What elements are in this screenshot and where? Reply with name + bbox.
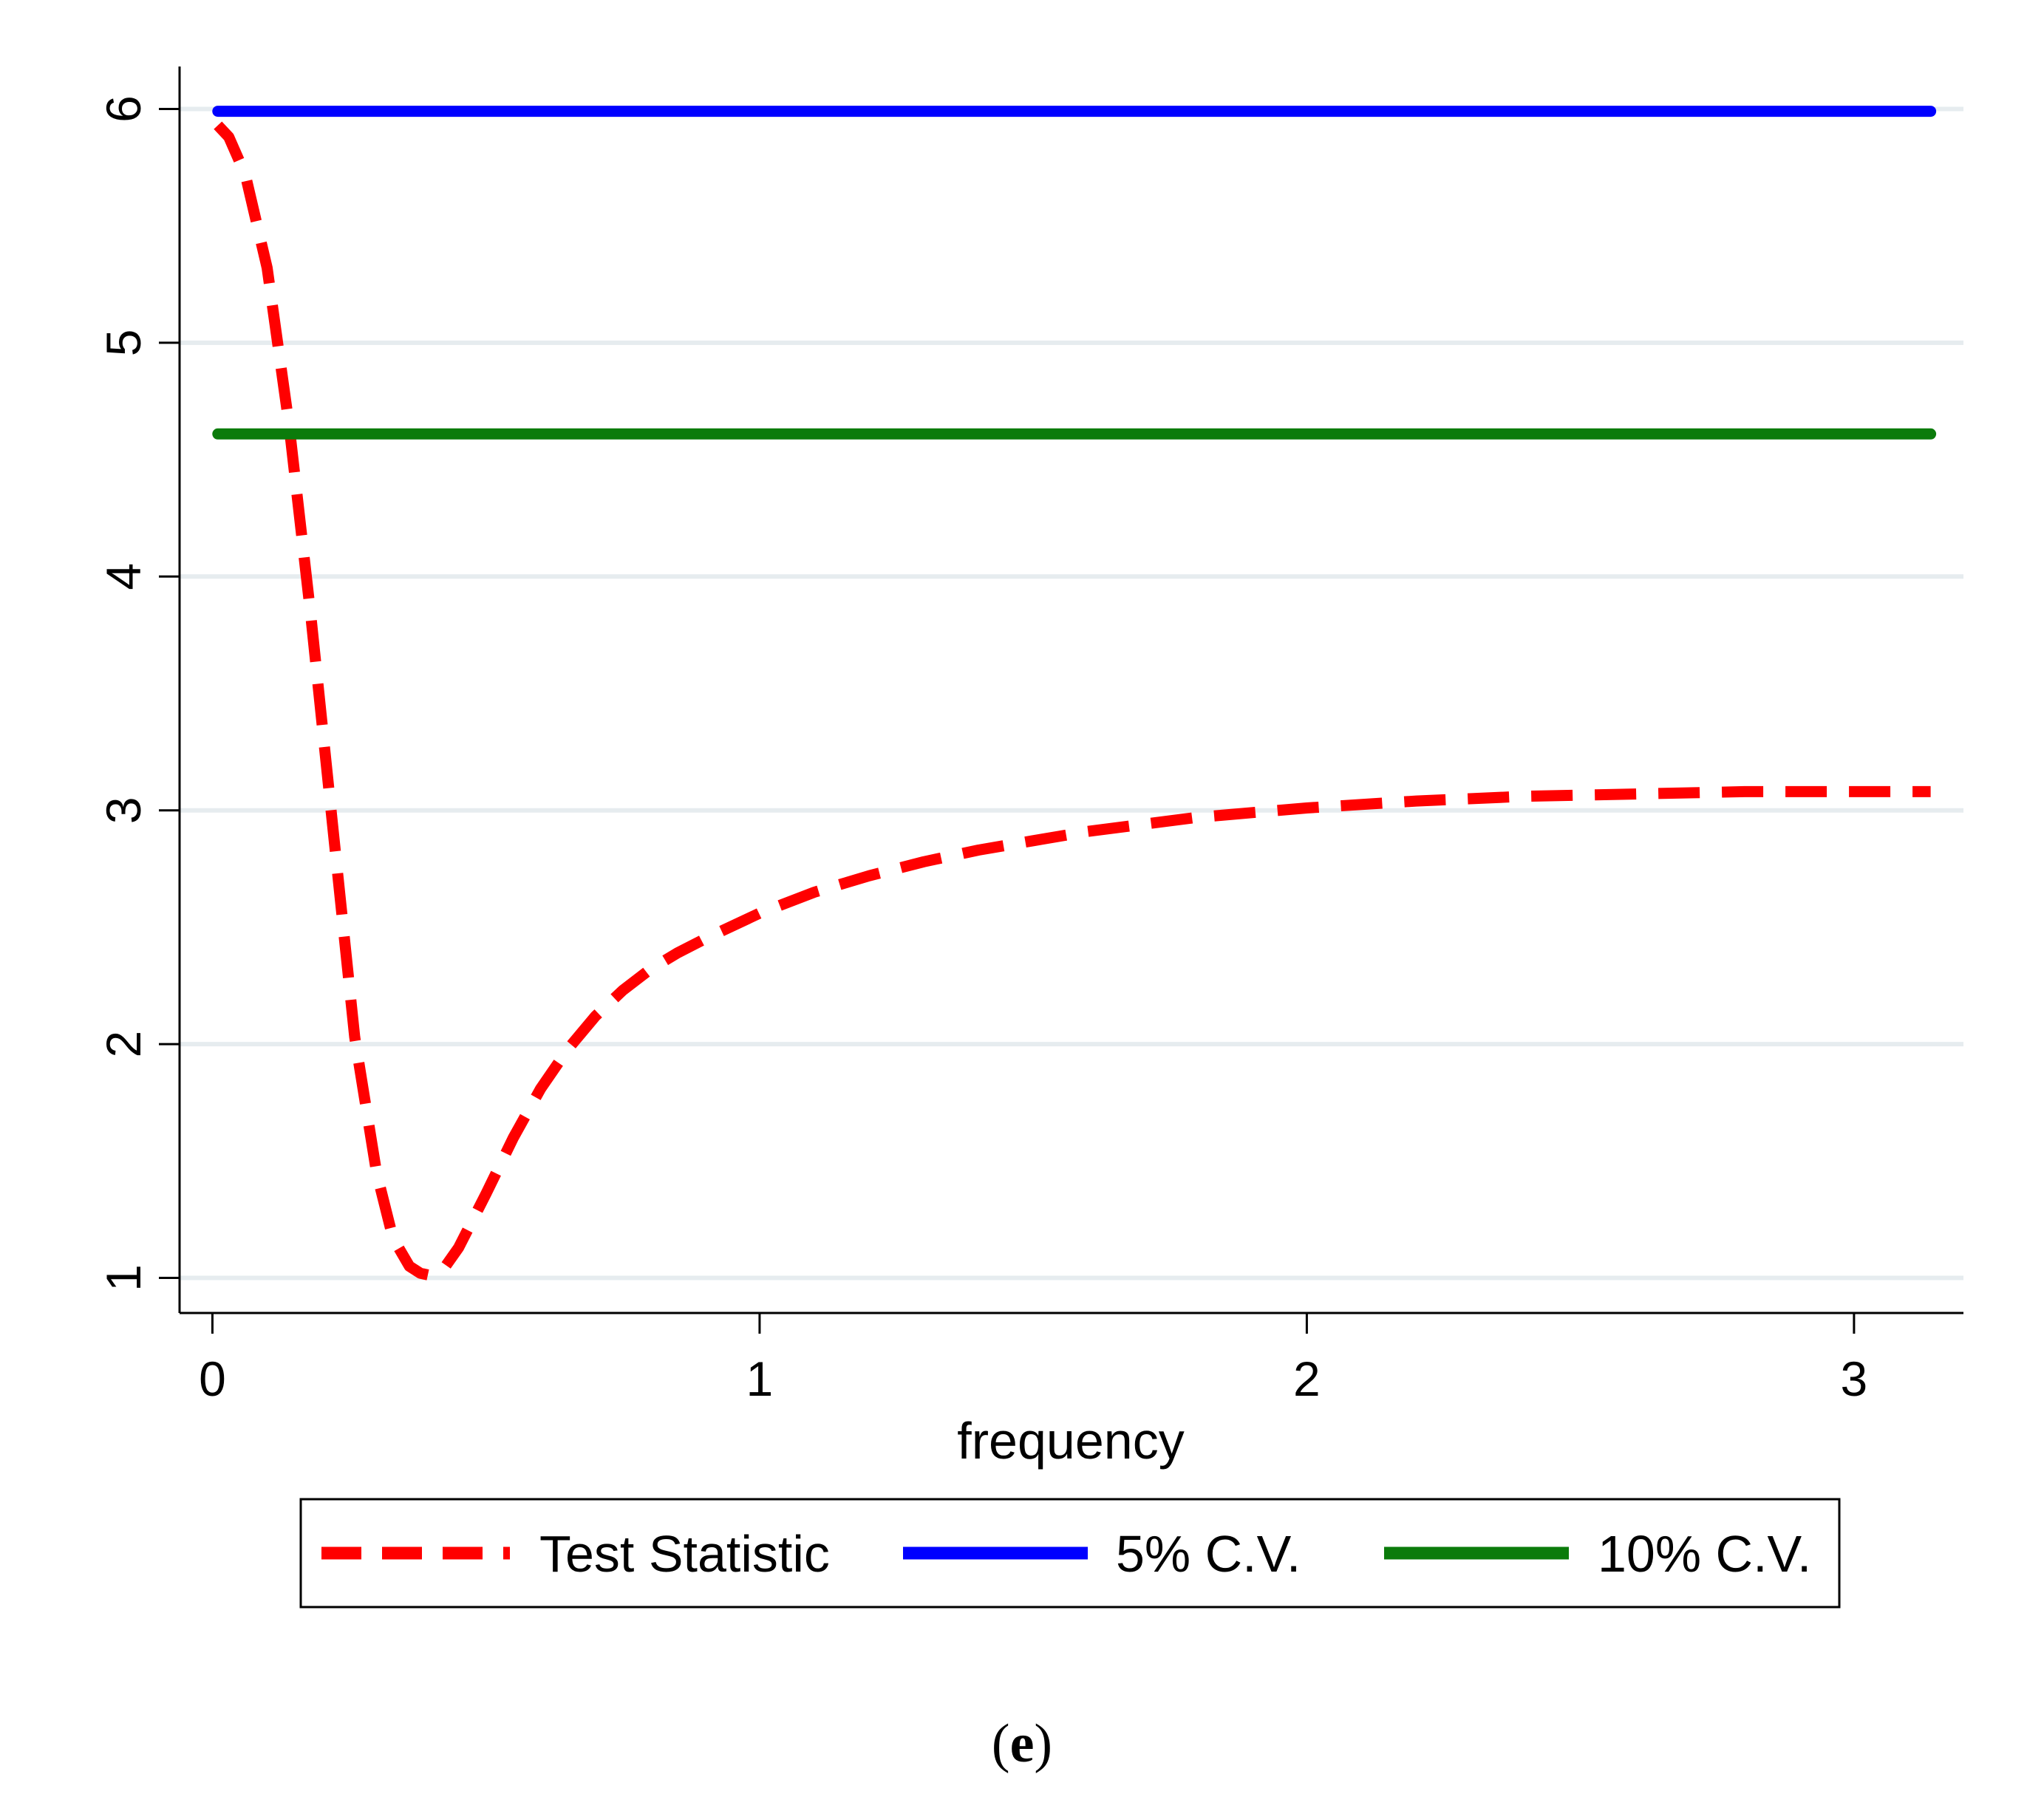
grid-lines [180,106,1963,1280]
legend-label-test-statistic: Test Statistic [539,1525,830,1583]
x-tick-label-2: 2 [1293,1351,1321,1406]
legend-label-5pct-c-v: 5% C.V. [1116,1525,1301,1583]
y-tick-label-1: 1 [96,1264,151,1292]
x-tick-label-3: 3 [1841,1351,1868,1406]
x-axis-title: frequency [957,1412,1184,1470]
caption-close-paren: ) [1034,1713,1053,1774]
legend: Test Statistic 5% C.V. 10% C.V. [299,1498,1841,1609]
x-tick-label-1: 1 [746,1351,774,1406]
figure-caption: (e) [0,1713,2044,1776]
caption-open-paren: ( [991,1713,1010,1774]
y-tick-label-4: 4 [96,563,151,590]
axes: 1 2 3 4 5 6 0 1 2 3 [96,66,1963,1406]
series-lines [212,106,1937,1281]
y-tick-label-5: 5 [96,330,151,357]
legend-label-10pct-c-v: 10% C.V. [1598,1525,1811,1583]
x-tick-label-0: 0 [199,1351,226,1406]
y-tick-label-6: 6 [96,95,151,123]
series-line-test-statistic [214,121,1931,1281]
y-tick-label-3: 3 [96,797,151,824]
caption-letter: e [1009,1713,1035,1774]
y-tick-label-2: 2 [96,1031,151,1058]
